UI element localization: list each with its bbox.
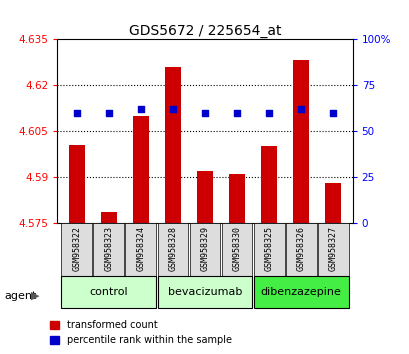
Text: bevacizumab: bevacizumab: [167, 287, 242, 297]
Text: dibenzazepine: dibenzazepine: [260, 287, 341, 297]
Bar: [292, 61, 308, 223]
Bar: [68, 145, 85, 223]
Bar: [125, 223, 156, 276]
Point: [105, 110, 112, 115]
Point: [233, 110, 240, 115]
Text: GSM958324: GSM958324: [136, 226, 145, 271]
Bar: [164, 67, 180, 223]
Bar: [61, 276, 156, 308]
Point: [329, 110, 336, 115]
Text: GSM958326: GSM958326: [296, 226, 305, 271]
Bar: [157, 276, 252, 308]
Legend: transformed count, percentile rank within the sample: transformed count, percentile rank withi…: [46, 316, 236, 349]
Point: [265, 110, 272, 115]
Bar: [253, 223, 284, 276]
Bar: [196, 171, 213, 223]
Bar: [189, 223, 220, 276]
Text: GSM958325: GSM958325: [264, 226, 273, 271]
Bar: [285, 223, 316, 276]
Bar: [93, 223, 124, 276]
Text: agent: agent: [4, 291, 36, 301]
Point: [169, 106, 176, 112]
Text: GSM958328: GSM958328: [168, 226, 177, 271]
Text: GSM958322: GSM958322: [72, 226, 81, 271]
Point: [137, 106, 144, 112]
Bar: [133, 116, 148, 223]
Bar: [324, 183, 341, 223]
Bar: [61, 223, 92, 276]
Bar: [261, 146, 276, 223]
Title: GDS5672 / 225654_at: GDS5672 / 225654_at: [128, 24, 281, 38]
Text: GSM958327: GSM958327: [328, 226, 337, 271]
Text: control: control: [89, 287, 128, 297]
Bar: [101, 212, 117, 223]
Bar: [317, 223, 348, 276]
Bar: [229, 174, 245, 223]
Text: ▶: ▶: [31, 291, 39, 301]
Bar: [157, 223, 188, 276]
Text: GSM958330: GSM958330: [232, 226, 241, 271]
Point: [201, 110, 208, 115]
Bar: [221, 223, 252, 276]
Point: [73, 110, 80, 115]
Text: GSM958329: GSM958329: [200, 226, 209, 271]
Point: [297, 106, 304, 112]
Text: GSM958323: GSM958323: [104, 226, 113, 271]
Bar: [253, 276, 348, 308]
